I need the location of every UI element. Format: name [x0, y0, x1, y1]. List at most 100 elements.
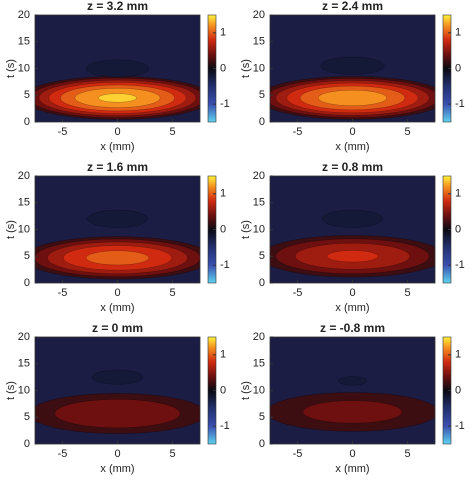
colorbar-tick-label: 1	[220, 188, 226, 200]
y-tick-label: 20	[18, 170, 30, 182]
y-axis-label: t (s)	[240, 59, 252, 78]
x-tick-label: -5	[293, 287, 303, 299]
colorbar-tick-label: 1	[455, 188, 461, 200]
colorbar-tick-label: 0	[455, 62, 461, 74]
y-tick-label: 5	[24, 411, 30, 423]
x-tick-label: -5	[58, 448, 68, 460]
x-tick-label: 5	[404, 287, 410, 299]
plot-area	[270, 337, 435, 444]
contour-band	[85, 250, 150, 266]
y-tick-label: 5	[259, 250, 265, 262]
contour-band	[87, 209, 148, 228]
y-tick-label: 5	[259, 89, 265, 101]
contour-band	[85, 59, 150, 78]
x-tick-label: 0	[349, 448, 355, 460]
subplot-title: z = 0 mm	[92, 321, 143, 335]
x-tick-label: -5	[293, 448, 303, 460]
y-tick-label: 15	[253, 197, 265, 209]
x-tick-label: 5	[169, 448, 175, 460]
x-tick-label: 5	[404, 126, 410, 138]
colorbar-tick-label: -1	[455, 98, 465, 110]
subplot-title: z = 0.8 mm	[322, 160, 383, 174]
x-axis-label: x (mm)	[100, 302, 134, 314]
y-tick-label: 5	[24, 89, 30, 101]
x-tick-label: 0	[349, 126, 355, 138]
y-tick-label: 0	[24, 116, 30, 128]
contour-band	[302, 400, 403, 424]
contour-band	[337, 376, 368, 386]
x-tick-label: -5	[58, 126, 68, 138]
y-tick-label: 10	[253, 223, 265, 235]
subplot: z = 2.4 mm -5 0 5 0 5 10 15 20 x (mm) t (s) -1 0 1	[240, 0, 465, 153]
subplot: z = 0.8 mm -5 0 5 0 5 10 15 20 x (mm) t (s) -1 0 1	[240, 160, 465, 314]
colorbar-tick-label: 1	[220, 27, 226, 39]
x-axis-label: x (mm)	[335, 463, 369, 475]
y-tick-label: 0	[24, 438, 30, 450]
y-tick-label: 15	[18, 36, 30, 48]
colorbar-tick-label: 1	[455, 27, 461, 39]
plot-area	[35, 337, 200, 444]
plot-area	[35, 176, 200, 283]
subplot: z = 0 mm -5 0 5 0 5 10 15 20 x (mm) t (s) -1 0 1	[5, 321, 230, 475]
contour-band	[320, 56, 385, 75]
subplot: z = 3.2 mm -5 0 5 0 5 10 15 20 x (mm) t (s) -1 0 1	[5, 0, 230, 153]
y-tick-label: 15	[18, 358, 30, 370]
x-tick-label: 0	[349, 287, 355, 299]
y-tick-label: 0	[259, 116, 265, 128]
colorbar-tick-label: 1	[220, 349, 226, 361]
colorbar-tick-label: -1	[220, 98, 230, 110]
y-tick-label: 0	[259, 438, 265, 450]
y-tick-label: 15	[253, 358, 265, 370]
x-tick-label: 5	[404, 448, 410, 460]
colorbar-tick-label: 1	[455, 349, 461, 361]
plot-area	[270, 15, 435, 122]
contour-band	[98, 93, 137, 103]
x-tick-label: -5	[58, 287, 68, 299]
y-axis-label: t (s)	[5, 59, 17, 78]
x-tick-label: 5	[169, 126, 175, 138]
x-axis-label: x (mm)	[100, 141, 134, 153]
y-tick-label: 20	[18, 9, 30, 21]
y-tick-label: 10	[18, 384, 30, 396]
colorbar-tick-label: 0	[220, 384, 226, 396]
subplot-title: z = -0.8 mm	[320, 321, 385, 335]
colorbar-tick-label: 0	[220, 223, 226, 235]
subplot-title: z = 1.6 mm	[87, 160, 148, 174]
plot-area	[270, 176, 435, 283]
subplot: z = 1.6 mm -5 0 5 0 5 10 15 20 x (mm) t (s) -1 0 1	[5, 160, 230, 314]
y-tick-label: 10	[253, 62, 265, 74]
y-tick-label: 15	[18, 197, 30, 209]
y-tick-label: 10	[18, 223, 30, 235]
y-tick-label: 20	[253, 9, 265, 21]
x-axis-label: x (mm)	[100, 463, 134, 475]
y-tick-label: 0	[24, 277, 30, 289]
contour-band	[322, 209, 383, 228]
y-tick-label: 20	[18, 331, 30, 343]
colorbar-tick-label: 0	[455, 384, 461, 396]
y-tick-label: 20	[253, 331, 265, 343]
subplot: z = -0.8 mm -5 0 5 0 5 10 15 20 x (mm) t (s) -1 0 1	[240, 321, 465, 475]
plot-area	[35, 15, 200, 122]
x-axis-label: x (mm)	[335, 141, 369, 153]
x-tick-label: 0	[114, 448, 120, 460]
x-tick-label: 5	[169, 287, 175, 299]
y-tick-label: 10	[18, 62, 30, 74]
subplot-title: z = 2.4 mm	[322, 0, 383, 13]
x-tick-label: 0	[114, 126, 120, 138]
colorbar-tick-label: -1	[455, 259, 465, 271]
colorbar-tick-label: -1	[455, 420, 465, 432]
colorbar-tick-label: 0	[220, 62, 226, 74]
y-axis-label: t (s)	[240, 381, 252, 400]
y-axis-label: t (s)	[5, 220, 17, 239]
contour-band	[91, 369, 144, 385]
y-tick-label: 15	[253, 36, 265, 48]
x-axis-label: x (mm)	[335, 302, 369, 314]
x-tick-label: 0	[114, 287, 120, 299]
y-tick-label: 5	[24, 250, 30, 262]
contour-band	[54, 399, 181, 428]
y-tick-label: 20	[253, 170, 265, 182]
y-tick-label: 5	[259, 411, 265, 423]
y-axis-label: t (s)	[5, 381, 17, 400]
colorbar-tick-label: -1	[220, 420, 230, 432]
